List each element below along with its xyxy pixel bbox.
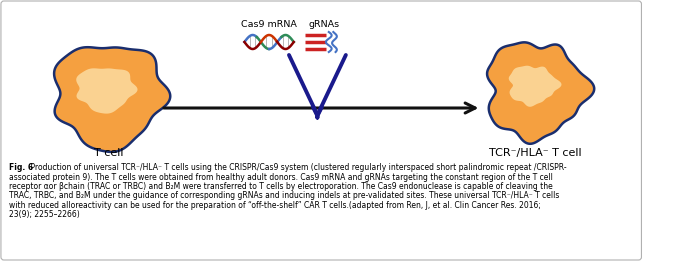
Text: Production of universal TCR⁻/HLA⁻ T cells using the CRISPR/Cas9 system (clustere: Production of universal TCR⁻/HLA⁻ T cell…	[29, 163, 567, 172]
Text: associated protein 9). The T cells were obtained from healthy adult donors. Cas9: associated protein 9). The T cells were …	[9, 173, 553, 181]
Text: receptor αor βchain (TRAC or TRBC) and B₂M were transferred to T cells by electr: receptor αor βchain (TRAC or TRBC) and B…	[9, 182, 552, 191]
Text: with reduced alloreactivity can be used for the preparation of “off-the-shelf” C: with reduced alloreactivity can be used …	[9, 201, 540, 210]
Polygon shape	[509, 66, 562, 107]
FancyBboxPatch shape	[1, 1, 642, 260]
Text: Cas9 mRNA: Cas9 mRNA	[241, 20, 297, 29]
Polygon shape	[76, 68, 138, 114]
Polygon shape	[487, 42, 594, 144]
Text: TRAC, TRBC, and B₂M under the guidance of corresponding gRNAs and inducing indel: TRAC, TRBC, and B₂M under the guidance o…	[9, 192, 559, 200]
Text: TCR⁻/HLA⁻ T cell: TCR⁻/HLA⁻ T cell	[489, 148, 582, 158]
Polygon shape	[54, 47, 170, 152]
Text: Fig. 6: Fig. 6	[9, 163, 33, 172]
Text: gRNAs: gRNAs	[308, 20, 340, 29]
Text: 23(9); 2255–2266): 23(9); 2255–2266)	[9, 211, 79, 220]
Text: T cell: T cell	[94, 148, 124, 158]
